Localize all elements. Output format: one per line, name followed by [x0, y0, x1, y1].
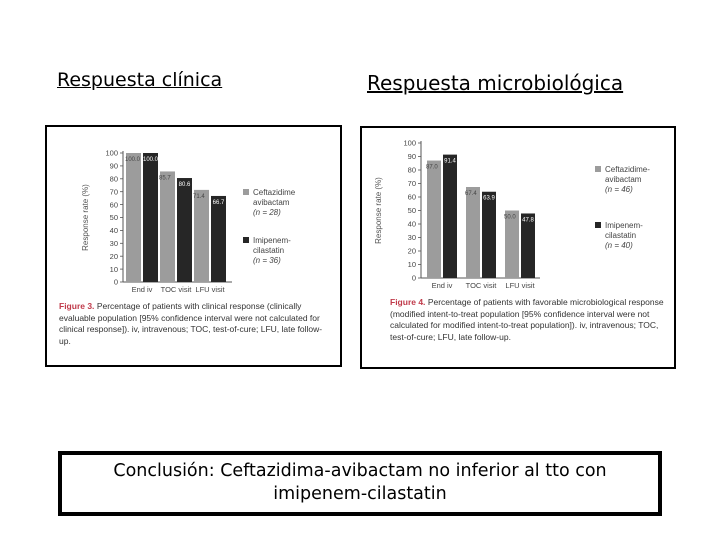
y-tick-label: 90 — [408, 152, 416, 161]
figure-3-text: Percentage of patients with clinical res… — [59, 301, 323, 346]
y-tick-label: 80 — [110, 175, 118, 184]
bar — [177, 178, 192, 282]
legend-label: (n = 40) — [605, 241, 633, 250]
legend-label: avibactam — [605, 175, 642, 184]
y-tick-label: 90 — [110, 162, 118, 171]
microbiological-response-figure: Response rate (%) 0 10 20 30 40 50 60 70 80 90 100 8… — [360, 126, 676, 369]
legend-label: (n = 36) — [253, 256, 281, 265]
bar — [194, 189, 209, 282]
y-tick-label: 20 — [110, 252, 118, 261]
bar-value-label: 87.0 — [426, 165, 438, 171]
bar-value-label: 50.0 — [504, 215, 516, 221]
y-tick-label: 0 — [114, 278, 118, 287]
y-tick-label: 50 — [110, 213, 118, 222]
legend-label: cilastatin — [605, 231, 636, 240]
bar-value-label: 100.0 — [143, 157, 159, 163]
legend-swatch — [243, 237, 249, 243]
bar-value-label: 100.0 — [125, 157, 141, 163]
y-axis-title: Response rate (%) — [374, 177, 383, 244]
x-tick-label: End iv — [432, 281, 453, 290]
bar — [126, 153, 141, 282]
x-tick-label: TOC visit — [161, 285, 193, 294]
y-tick-label: 30 — [110, 239, 118, 248]
bar — [211, 195, 226, 282]
bar — [160, 171, 175, 282]
bar — [143, 153, 158, 282]
bar-value-label: 71.4 — [193, 194, 205, 200]
y-tick-label: 60 — [110, 200, 118, 209]
conclusion-line-1: Conclusión: Ceftazidima-avibactam no inf… — [113, 461, 607, 481]
legend-label: avibactam — [253, 198, 290, 207]
y-tick-label: 0 — [412, 274, 416, 283]
y-tick-label: 30 — [408, 233, 416, 242]
y-tick-label: 100 — [105, 149, 118, 158]
bar — [482, 191, 496, 278]
figure-3-caption: Figure 3. Percentage of patients with cl… — [59, 301, 331, 347]
y-tick-label: 10 — [110, 265, 118, 274]
x-tick-label: TOC visit — [466, 281, 498, 290]
y-axis-title: Response rate (%) — [81, 184, 90, 251]
legend-label: Imipenem- — [605, 221, 643, 230]
bar — [466, 187, 480, 278]
y-tick-label: 70 — [110, 187, 118, 196]
legend-swatch — [595, 222, 601, 228]
clinical-response-chart: Response rate (%) 0 10 20 30 40 50 60 70 80 90 100 1… — [81, 149, 296, 294]
legend-label: Imipenem- — [253, 236, 291, 245]
y-tick-label: 70 — [408, 179, 416, 188]
legend-label: cilastatin — [253, 246, 284, 255]
bar-value-label: 47.8 — [522, 217, 534, 223]
legend-label: (n = 46) — [605, 185, 633, 194]
figure-4-label: Figure 4. — [390, 297, 426, 307]
bar-value-label: 66.7 — [213, 200, 225, 206]
y-tick-label: 50 — [408, 206, 416, 215]
legend-swatch — [243, 189, 249, 195]
figure-4-caption: Figure 4. Percentage of patients with fa… — [390, 297, 668, 343]
y-tick-label: 20 — [408, 247, 416, 256]
y-tick-label: 10 — [408, 260, 416, 269]
legend-swatch — [595, 166, 601, 172]
x-tick-label: End iv — [132, 285, 153, 294]
y-tick-label: 100 — [403, 139, 416, 148]
legend-label: Ceftazidime- — [605, 165, 650, 174]
bar-value-label: 67.4 — [465, 191, 477, 197]
figure-4-text: Percentage of patients with favorable mi… — [390, 297, 664, 342]
microbiological-response-chart: Response rate (%) 0 10 20 30 40 50 60 70 80 90 100 8… — [374, 139, 650, 290]
figure-3-label: Figure 3. — [59, 301, 95, 311]
legend-label: (n = 28) — [253, 208, 281, 217]
bar — [427, 160, 441, 278]
conclusion-line-2: imipenem-cilastatin — [273, 484, 447, 504]
bar-value-label: 80.6 — [179, 182, 191, 188]
bar — [443, 154, 457, 278]
clinical-response-figure: Response rate (%) 0 10 20 30 40 50 60 70 80 90 100 1… — [45, 125, 342, 367]
bar-value-label: 63.9 — [483, 196, 495, 202]
y-tick-label: 40 — [110, 226, 118, 235]
y-tick-label: 40 — [408, 220, 416, 229]
legend-label: Ceftazidime — [253, 188, 296, 197]
bar — [505, 210, 519, 278]
x-tick-label: LFU visit — [195, 285, 225, 294]
y-tick-label: 60 — [408, 193, 416, 202]
bar — [521, 213, 535, 278]
clinical-response-heading: Respuesta clínica — [57, 69, 223, 91]
conclusion-box: Conclusión: Ceftazidima-avibactam no inf… — [58, 451, 662, 516]
y-tick-label: 80 — [408, 166, 416, 175]
x-tick-label: LFU visit — [505, 281, 535, 290]
bar-value-label: 85.7 — [159, 175, 171, 181]
bar-value-label: 91.4 — [444, 159, 456, 165]
microbiological-response-heading: Respuesta microbiológica — [367, 71, 624, 95]
